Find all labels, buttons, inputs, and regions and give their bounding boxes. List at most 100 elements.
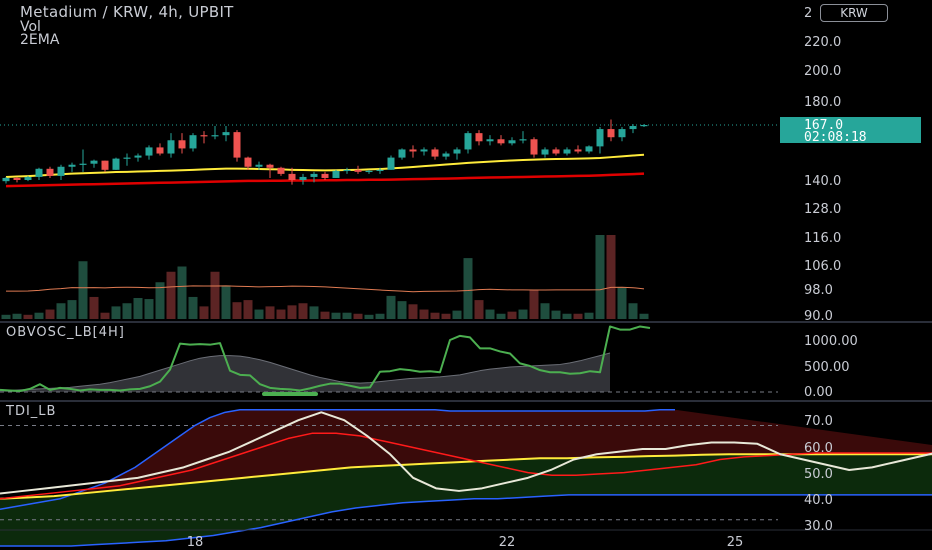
symbol-title[interactable]: Metadium / KRW, 4h, UPBIT (20, 3, 234, 21)
candle-body (365, 170, 373, 173)
tdi-pane-label[interactable]: TDI_LB (6, 404, 57, 419)
volume-bar (551, 310, 561, 319)
candle-body (519, 139, 527, 141)
tdi-axis-tick: 40.0 (804, 493, 833, 508)
volume-bar (463, 258, 473, 319)
price-axis-tick: 90.0 (804, 309, 833, 324)
volume-bar (419, 309, 429, 319)
price-axis-tick: 2 (804, 6, 812, 21)
volume-bar (628, 303, 638, 319)
obv-oscillator-pane (0, 325, 778, 396)
volume-bar (562, 313, 572, 319)
volume-bar (496, 313, 506, 319)
candle-body (486, 139, 494, 142)
volume-bar (199, 306, 209, 319)
volume-bar (188, 296, 198, 319)
volume-bar (45, 309, 55, 319)
obv-oscillator-line (0, 325, 651, 392)
volume-bar (122, 303, 132, 319)
candle-body (299, 176, 307, 180)
candle-body (508, 140, 516, 144)
volume-bar (386, 295, 396, 319)
tdi-mid-line (0, 453, 932, 500)
candle-body (596, 129, 604, 147)
volume-bar (221, 285, 231, 319)
candle-body (629, 126, 637, 130)
price-axis-tick: 180.0 (804, 95, 841, 110)
volume-bar (298, 303, 308, 319)
candle-body (211, 135, 219, 137)
candle-body (563, 149, 571, 154)
candle-body (46, 168, 54, 176)
tdi-lower-zone (0, 454, 932, 546)
price-axis-tick: 220.0 (804, 35, 841, 50)
volume-bar (507, 311, 517, 319)
candle-body (530, 139, 538, 155)
volume-bar (1, 314, 11, 319)
tdi-upper-band (0, 408, 675, 511)
candle-body (24, 176, 32, 180)
volume-bar (397, 301, 407, 319)
volume-bar (133, 298, 143, 319)
candle-body (178, 140, 186, 149)
ema-indicator-label[interactable]: 2EMA (20, 32, 60, 48)
time-axis-tick: 18 (187, 535, 204, 550)
volume-bar (573, 313, 583, 319)
volume-bar (276, 309, 286, 319)
candle-body (167, 140, 175, 154)
candle-body (233, 132, 241, 158)
volume-bar (56, 303, 66, 319)
candle-body (288, 173, 296, 180)
candle-body (574, 149, 582, 152)
candle-body (200, 135, 208, 137)
volume-bar (408, 304, 418, 319)
candle-body (398, 149, 406, 158)
volume-bar (210, 271, 220, 319)
volume-bar (111, 306, 121, 319)
time-axis-tick: 22 (499, 535, 516, 550)
candle-body (112, 158, 120, 170)
volume-bar (639, 313, 649, 319)
time-axis-tick: 25 (727, 535, 744, 550)
obv-pane-label[interactable]: OBVOSC_LB[4H] (6, 325, 125, 340)
candle-body (13, 177, 21, 180)
volume-bar (430, 312, 440, 319)
candle-body (354, 169, 362, 172)
volume-bar (232, 302, 242, 319)
currency-selector[interactable]: KRW (820, 4, 888, 22)
candle-body (277, 167, 285, 174)
volume-bar (595, 235, 605, 319)
price-axis-tick: 128.0 (804, 202, 841, 217)
volume-bar (529, 289, 539, 319)
candle-body (332, 170, 340, 178)
candle-body (189, 135, 197, 149)
candle-body (464, 133, 472, 150)
candle-body (90, 160, 98, 164)
volume-bar (12, 313, 22, 319)
volume-bar (23, 314, 33, 319)
candle-body (101, 160, 109, 170)
price-axis-tick: 140.0 (804, 174, 841, 189)
candle-body (475, 133, 483, 142)
candle-body (585, 146, 593, 152)
candle-body (453, 149, 461, 154)
volume-indicator-label[interactable]: Vol (20, 19, 41, 35)
obv-axis-tick: 500.00 (804, 360, 850, 375)
volume-bar (331, 312, 341, 319)
candle-body (79, 163, 87, 165)
volume-bar (166, 271, 176, 319)
volume-bar (34, 312, 44, 319)
obv-area-edge (0, 352, 611, 391)
tdi-price-line (0, 411, 932, 495)
last-price: 167.0 (804, 118, 844, 133)
volume-bar (320, 311, 330, 319)
volume-bar (155, 282, 165, 319)
tdi-axis-tick: 70.0 (804, 414, 833, 429)
candle-body (431, 149, 439, 157)
pane-divider (0, 400, 932, 402)
candle-body (343, 169, 351, 172)
volume-ma-line (6, 285, 645, 293)
pane-divider (0, 321, 932, 323)
volume-bar (309, 306, 319, 319)
